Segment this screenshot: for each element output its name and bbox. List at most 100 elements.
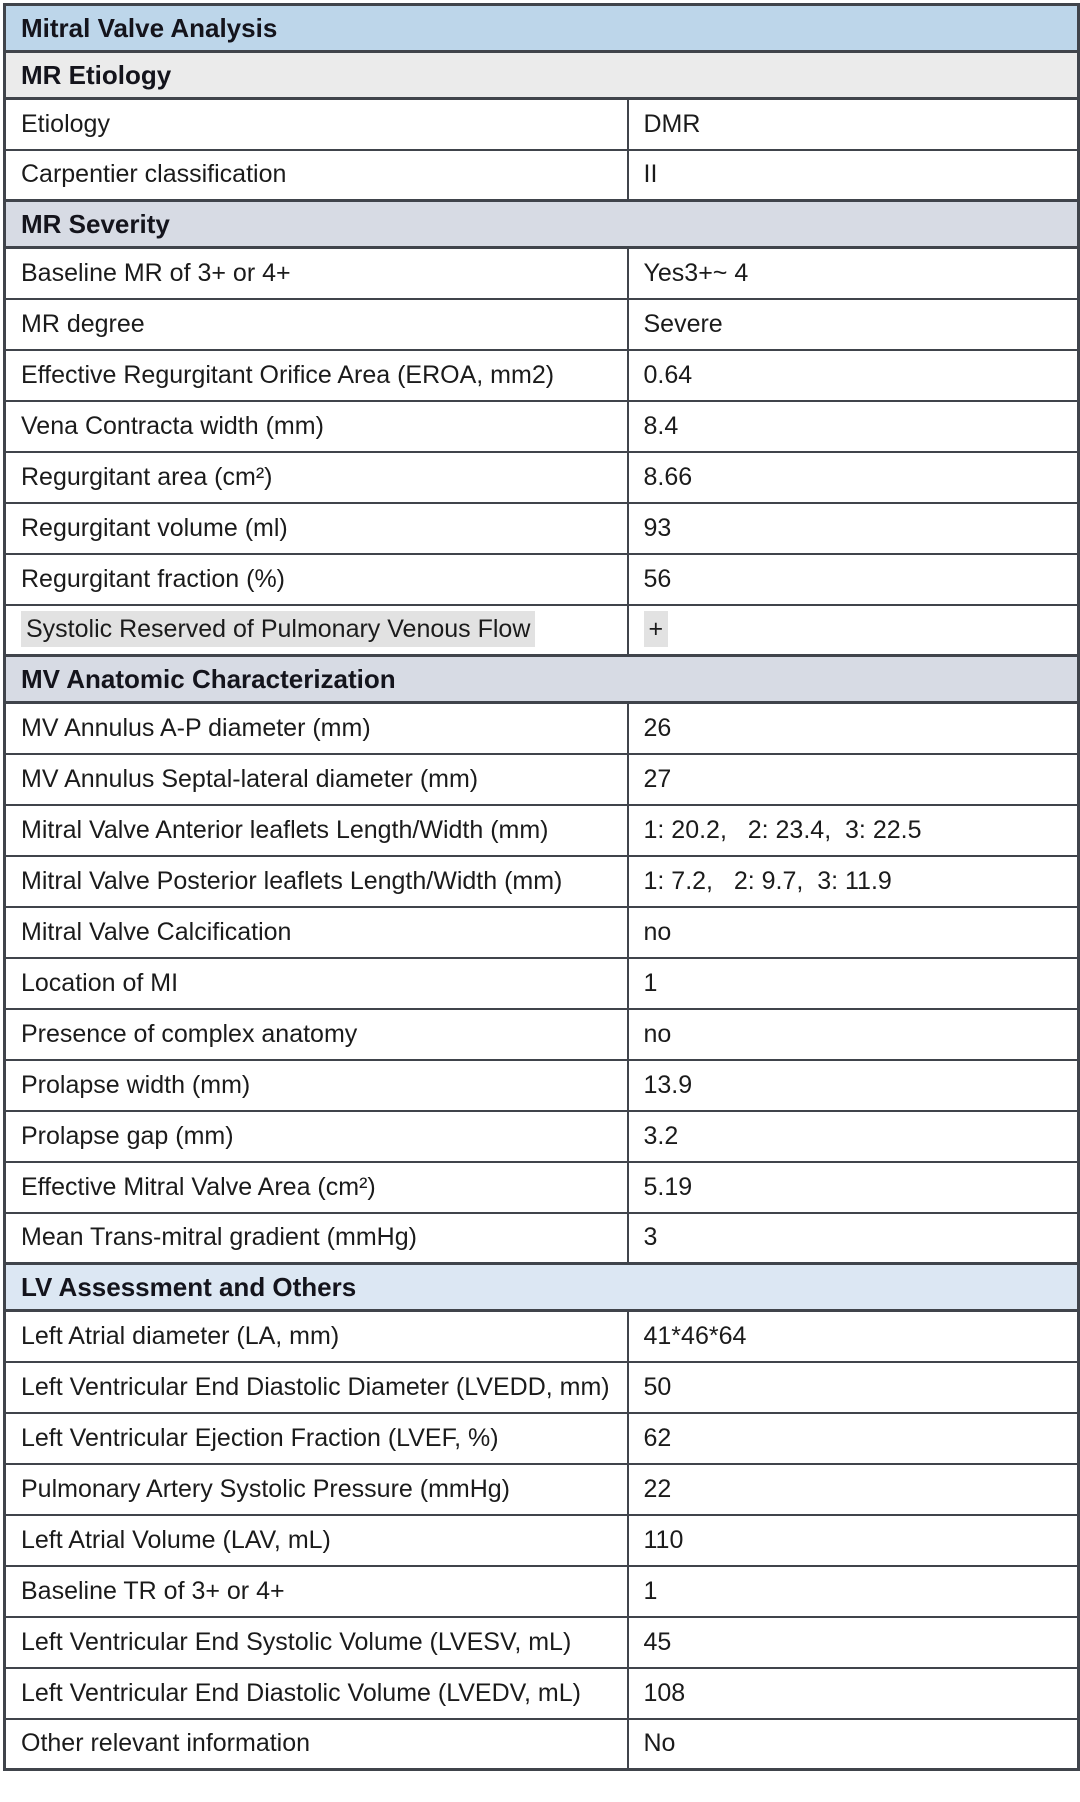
row-value: 110 bbox=[626, 1513, 1080, 1567]
table-row: Mitral Valve Anterior leaflets Length/Wi… bbox=[3, 803, 1080, 857]
section-header-row: MR Severity bbox=[3, 199, 1080, 249]
row-label: Other relevant information bbox=[3, 1717, 629, 1771]
row-value: Severe bbox=[626, 297, 1080, 351]
table-row: Baseline TR of 3+ or 4+ 1 bbox=[3, 1564, 1080, 1618]
row-value: no bbox=[626, 905, 1080, 959]
table-row: Left Ventricular End Systolic Volume (LV… bbox=[3, 1615, 1080, 1669]
table-row: Regurgitant fraction (%) 56 bbox=[3, 552, 1080, 606]
row-label: Baseline TR of 3+ or 4+ bbox=[3, 1564, 629, 1618]
row-value: 108 bbox=[626, 1666, 1080, 1720]
row-label: Effective Mitral Valve Area (cm²) bbox=[3, 1160, 629, 1214]
section-title: MR Severity bbox=[3, 199, 1080, 249]
table-row: Regurgitant volume (ml) 93 bbox=[3, 501, 1080, 555]
row-label: Mitral Valve Posterior leaflets Length/W… bbox=[3, 854, 629, 908]
row-value: 41*46*64 bbox=[626, 1309, 1080, 1363]
row-value: 56 bbox=[626, 552, 1080, 606]
table-row: Left Ventricular Ejection Fraction (LVEF… bbox=[3, 1411, 1080, 1465]
row-value: II bbox=[626, 148, 1080, 202]
table-row: Carpentier classification II bbox=[3, 148, 1080, 202]
row-value: Yes3+~ 4 bbox=[626, 246, 1080, 300]
row-value: No bbox=[626, 1717, 1080, 1771]
row-label: Etiology bbox=[3, 97, 629, 151]
row-label: Regurgitant area (cm²) bbox=[3, 450, 629, 504]
row-label: Mean Trans-mitral gradient (mmHg) bbox=[3, 1211, 629, 1265]
row-value: 22 bbox=[626, 1462, 1080, 1516]
row-label: Baseline MR of 3+ or 4+ bbox=[3, 246, 629, 300]
row-value: 8.4 bbox=[626, 399, 1080, 453]
row-label: MV Annulus A-P diameter (mm) bbox=[3, 701, 629, 755]
table-row: Mitral Valve Calcification no bbox=[3, 905, 1080, 959]
table-row: Regurgitant area (cm²) 8.66 bbox=[3, 450, 1080, 504]
row-label: Regurgitant volume (ml) bbox=[3, 501, 629, 555]
row-value: 45 bbox=[626, 1615, 1080, 1669]
row-value: 62 bbox=[626, 1411, 1080, 1465]
table-row: Effective Mitral Valve Area (cm²) 5.19 bbox=[3, 1160, 1080, 1214]
row-value: no bbox=[626, 1007, 1080, 1061]
section-title: MV Anatomic Characterization bbox=[3, 654, 1080, 704]
section-title: LV Assessment and Others bbox=[3, 1262, 1080, 1312]
table-row: Left Ventricular End Diastolic Diameter … bbox=[3, 1360, 1080, 1414]
table-row: Mitral Valve Posterior leaflets Length/W… bbox=[3, 854, 1080, 908]
highlighted-label-text: Systolic Reserved of Pulmonary Venous Fl… bbox=[21, 611, 536, 648]
table-row: Left Ventricular End Diastolic Volume (L… bbox=[3, 1666, 1080, 1720]
row-value: 26 bbox=[626, 701, 1080, 755]
table-row: Prolapse gap (mm) 3.2 bbox=[3, 1109, 1080, 1163]
table-row: Mean Trans-mitral gradient (mmHg) 3 bbox=[3, 1211, 1080, 1265]
row-value: 3 bbox=[626, 1211, 1080, 1265]
row-label: Regurgitant fraction (%) bbox=[3, 552, 629, 606]
row-label: Presence of complex anatomy bbox=[3, 1007, 629, 1061]
section-header-row: MV Anatomic Characterization bbox=[3, 654, 1080, 704]
table-row: Left Atrial Volume (LAV, mL) 110 bbox=[3, 1513, 1080, 1567]
row-label: MR degree bbox=[3, 297, 629, 351]
row-label: Left Ventricular End Diastolic Volume (L… bbox=[3, 1666, 629, 1720]
row-label: Mitral Valve Anterior leaflets Length/Wi… bbox=[3, 803, 629, 857]
row-value: 1: 7.2, 2: 9.7, 3: 11.9 bbox=[626, 854, 1080, 908]
table-title-row: Mitral Valve Analysis bbox=[3, 3, 1080, 53]
table-row: MV Annulus Septal-lateral diameter (mm) 2… bbox=[3, 752, 1080, 806]
row-value: 50 bbox=[626, 1360, 1080, 1414]
row-value: 3.2 bbox=[626, 1109, 1080, 1163]
row-label: Vena Contracta width (mm) bbox=[3, 399, 629, 453]
page-title: Mitral Valve Analysis bbox=[3, 3, 1080, 53]
row-value: + bbox=[626, 603, 1080, 657]
row-label: Prolapse width (mm) bbox=[3, 1058, 629, 1112]
row-label: Location of MI bbox=[3, 956, 629, 1010]
table-row: Left Atrial diameter (LA, mm) 41*46*64 bbox=[3, 1309, 1080, 1363]
section-header-row: LV Assessment and Others bbox=[3, 1262, 1080, 1312]
row-label: Effective Regurgitant Orifice Area (EROA… bbox=[3, 348, 629, 402]
row-value: 0.64 bbox=[626, 348, 1080, 402]
row-label: Mitral Valve Calcification bbox=[3, 905, 629, 959]
row-value: 13.9 bbox=[626, 1058, 1080, 1112]
row-value: 1: 20.2, 2: 23.4, 3: 22.5 bbox=[626, 803, 1080, 857]
table-row: Pulmonary Artery Systolic Pressure (mmHg… bbox=[3, 1462, 1080, 1516]
row-label: MV Annulus Septal-lateral diameter (mm) bbox=[3, 752, 629, 806]
row-label: Left Atrial Volume (LAV, mL) bbox=[3, 1513, 629, 1567]
row-value: 93 bbox=[626, 501, 1080, 555]
row-value: 5.19 bbox=[626, 1160, 1080, 1214]
row-label: Carpentier classification bbox=[3, 148, 629, 202]
row-value: 27 bbox=[626, 752, 1080, 806]
row-label: Left Ventricular Ejection Fraction (LVEF… bbox=[3, 1411, 629, 1465]
row-value: 1 bbox=[626, 1564, 1080, 1618]
table-row: Vena Contracta width (mm) 8.4 bbox=[3, 399, 1080, 453]
mitral-valve-analysis-table: Mitral Valve Analysis MR Etiology Etiolog… bbox=[3, 3, 1080, 1771]
section-header-row: MR Etiology bbox=[3, 50, 1080, 100]
row-label: Pulmonary Artery Systolic Pressure (mmHg… bbox=[3, 1462, 629, 1516]
table-row: MV Annulus A-P diameter (mm) 26 bbox=[3, 701, 1080, 755]
row-label: Left Ventricular End Systolic Volume (LV… bbox=[3, 1615, 629, 1669]
section-title: MR Etiology bbox=[3, 50, 1080, 100]
row-value: 8.66 bbox=[626, 450, 1080, 504]
table-row: Presence of complex anatomy no bbox=[3, 1007, 1080, 1061]
table-row: MR degree Severe bbox=[3, 297, 1080, 351]
table-row: Systolic Reserved of Pulmonary Venous Fl… bbox=[3, 603, 1080, 657]
row-value: DMR bbox=[626, 97, 1080, 151]
table-row: Etiology DMR bbox=[3, 97, 1080, 151]
table-row: Effective Regurgitant Orifice Area (EROA… bbox=[3, 348, 1080, 402]
table-row: Prolapse width (mm) 13.9 bbox=[3, 1058, 1080, 1112]
row-label: Systolic Reserved of Pulmonary Venous Fl… bbox=[3, 603, 629, 657]
row-label: Prolapse gap (mm) bbox=[3, 1109, 629, 1163]
table-row: Baseline MR of 3+ or 4+ Yes3+~ 4 bbox=[3, 246, 1080, 300]
highlighted-value-text: + bbox=[643, 611, 669, 648]
row-value: 1 bbox=[626, 956, 1080, 1010]
row-label: Left Atrial diameter (LA, mm) bbox=[3, 1309, 629, 1363]
